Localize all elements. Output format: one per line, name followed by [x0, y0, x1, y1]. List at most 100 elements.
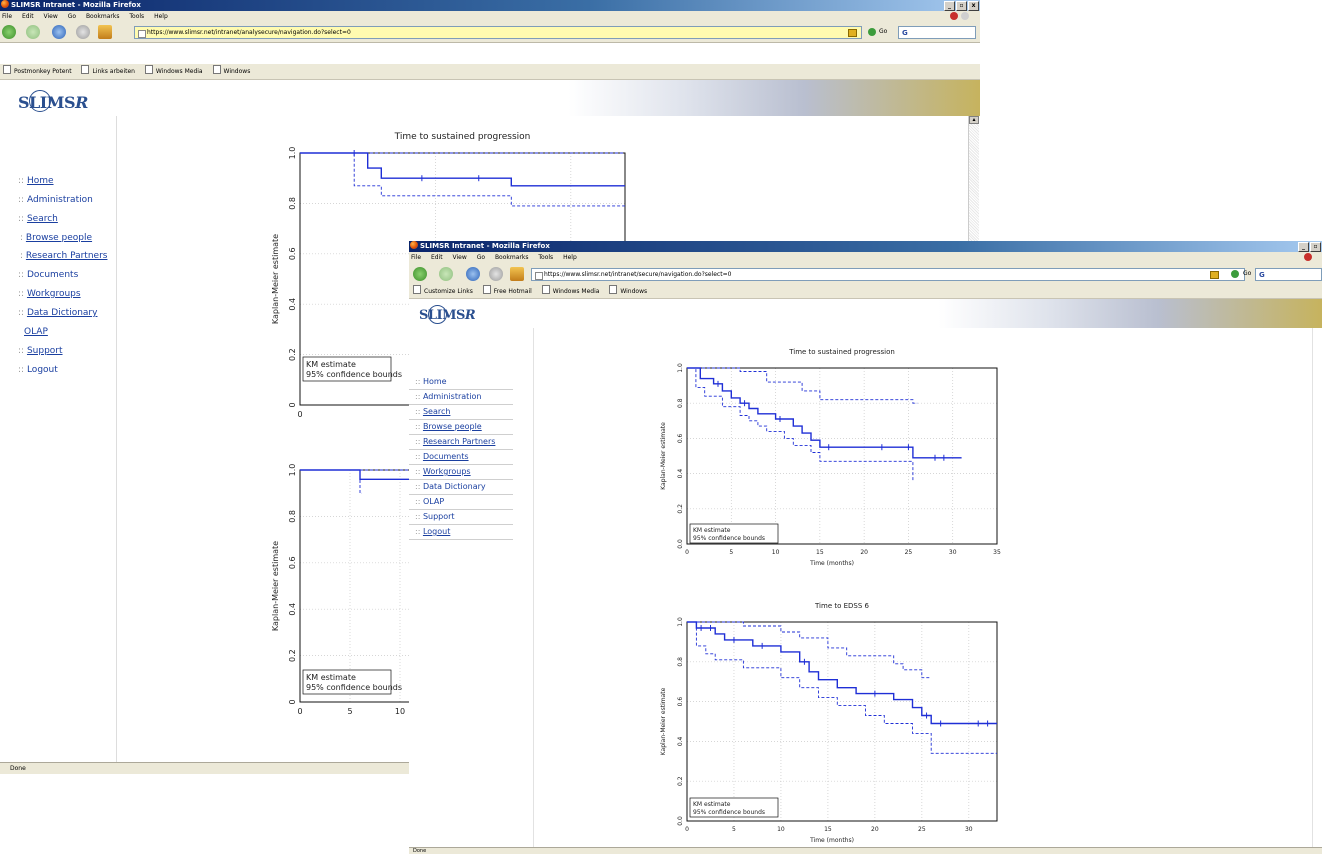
- nav-logout[interactable]: :: Logout: [415, 527, 451, 536]
- nav-administration[interactable]: :: Administration: [18, 195, 93, 205]
- nav-search[interactable]: :: Search: [18, 214, 58, 224]
- bookmark-item[interactable]: Windows Media: [145, 68, 203, 75]
- chart-title: Time to sustained progression: [788, 348, 895, 356]
- go-icon[interactable]: [1231, 270, 1239, 278]
- maximize-button[interactable]: ▫: [1310, 242, 1321, 252]
- nav-browse-people[interactable]: :: Browse people: [415, 422, 482, 431]
- nav-logout[interactable]: :: Logout: [18, 365, 58, 375]
- nav-browse-people[interactable]: : Browse people: [20, 233, 93, 243]
- go-label[interactable]: Go: [1243, 270, 1252, 277]
- nav-support[interactable]: :: Support: [18, 346, 63, 356]
- bookmark-item[interactable]: Customize Links: [413, 288, 473, 295]
- nav-workgroups[interactable]: :: Workgroups: [18, 289, 81, 299]
- x-tick-label: 0: [685, 549, 689, 556]
- scroll-up-arrow[interactable]: ▴: [969, 116, 979, 124]
- front-search-box[interactable]: G: [1255, 268, 1322, 281]
- nav-olap[interactable]: :: OLAP: [415, 497, 445, 506]
- forward-arrow-icon[interactable]: [26, 25, 40, 39]
- lower-confidence-line: [300, 152, 625, 207]
- menu-edit[interactable]: Edit: [21, 13, 34, 20]
- slimsr-logo[interactable]: SLIMSR: [419, 305, 476, 324]
- y-tick-label: 0.4: [288, 603, 297, 616]
- front-title-bar[interactable]: SLIMSR Intranet - Mozilla Firefox _ ▫: [409, 241, 1322, 252]
- nav-research-partners[interactable]: : Research Partners: [20, 251, 108, 261]
- bookmark-item[interactable]: Free Hotmail: [483, 288, 532, 295]
- status-text: Done: [10, 765, 26, 772]
- stop-loading-icon[interactable]: [76, 25, 90, 39]
- nav-research-partners[interactable]: :: Research Partners: [415, 437, 496, 446]
- menu-tools[interactable]: Tools: [129, 13, 145, 20]
- reload-icon[interactable]: [466, 267, 480, 281]
- back-search-box[interactable]: G: [898, 26, 976, 39]
- back-side-nav: [0, 116, 117, 764]
- nav-olap[interactable]: OLAP: [24, 327, 48, 337]
- menu-file[interactable]: File: [411, 254, 422, 261]
- menu-view[interactable]: View: [452, 254, 467, 261]
- y-tick-label: 0.8: [677, 398, 684, 408]
- menu-bookmarks[interactable]: Bookmarks: [494, 254, 529, 261]
- front-side-nav: [409, 328, 513, 842]
- bookmark-item[interactable]: Links arbeiten: [81, 68, 134, 75]
- back-arrow-icon[interactable]: [2, 25, 16, 39]
- nav-workgroups[interactable]: :: Workgroups: [415, 467, 471, 476]
- x-tick-label: 5: [729, 549, 733, 556]
- menu-view[interactable]: View: [43, 13, 58, 20]
- legend-entry: KM estimate: [306, 673, 356, 682]
- front-bookmarks-bar: Customize Links Free Hotmail Windows Med…: [409, 285, 1322, 299]
- nav-home[interactable]: :: Home: [18, 176, 54, 186]
- y-tick-label: 0.6: [677, 697, 684, 707]
- close-button[interactable]: x: [968, 1, 979, 11]
- nav-documents[interactable]: :: Documents: [415, 452, 469, 461]
- bookmark-item[interactable]: Postmonkey Potent: [3, 68, 72, 75]
- menu-help[interactable]: Help: [563, 254, 577, 261]
- nav-data-dictionary[interactable]: :: Data Dictionary: [415, 482, 486, 491]
- bookmark-item[interactable]: Windows Media: [542, 288, 600, 295]
- stop-loading-icon[interactable]: [489, 267, 503, 281]
- y-tick-label: 0.2: [677, 504, 684, 514]
- forward-arrow-icon[interactable]: [439, 267, 453, 281]
- back-title-bar[interactable]: SLIMSR Intranet - Mozilla Firefox _ ▫ x: [0, 0, 980, 11]
- x-tick-label: 10: [777, 826, 785, 833]
- nav-administration[interactable]: :: Administration: [415, 392, 482, 401]
- menu-bookmarks[interactable]: Bookmarks: [85, 13, 120, 20]
- go-icon[interactable]: [868, 28, 876, 36]
- nav-search[interactable]: :: Search: [415, 407, 451, 416]
- stop-icon[interactable]: [1304, 253, 1312, 261]
- back-arrow-icon[interactable]: [413, 267, 427, 281]
- reload-icon[interactable]: [52, 25, 66, 39]
- nav-support[interactable]: :: Support: [415, 512, 455, 521]
- status-text: Done: [413, 848, 427, 854]
- nav-data-dictionary[interactable]: :: Data Dictionary: [18, 308, 98, 318]
- y-axis-label: Kaplan-Meier estimate: [660, 687, 667, 755]
- menu-go[interactable]: Go: [67, 13, 77, 20]
- x-tick-label: 30: [965, 826, 973, 833]
- bookmark-item[interactable]: Windows: [213, 68, 251, 75]
- front-url-bar[interactable]: https://www.slimsr.net/intranet/secure/n…: [531, 268, 1245, 281]
- menu-help[interactable]: Help: [154, 13, 168, 20]
- upper-confidence-line: [687, 621, 932, 679]
- y-tick-label: 1.0: [677, 617, 684, 627]
- minimize-button[interactable]: _: [1298, 242, 1309, 252]
- nav-divider: [409, 389, 513, 390]
- menu-tools[interactable]: Tools: [538, 254, 554, 261]
- menu-go[interactable]: Go: [476, 254, 486, 261]
- bookmark-item[interactable]: Windows: [609, 288, 647, 295]
- stop-icon[interactable]: [950, 12, 958, 20]
- minimize-button[interactable]: _: [944, 1, 955, 11]
- nav-home[interactable]: :: Home: [415, 377, 447, 386]
- x-tick-label: 30: [949, 549, 957, 556]
- slimsr-logo[interactable]: SLIMSR: [18, 90, 88, 112]
- maximize-button[interactable]: ▫: [956, 1, 967, 11]
- y-axis-label: Kaplan-Meier estimate: [271, 541, 280, 631]
- nav-documents[interactable]: :: Documents: [18, 270, 79, 280]
- legend-entry: 95% confidence bounds: [306, 683, 402, 692]
- front-status-bar: Done: [409, 847, 1322, 854]
- go-label[interactable]: Go: [879, 28, 888, 35]
- menu-file[interactable]: File: [2, 13, 13, 20]
- home-icon[interactable]: [98, 25, 112, 39]
- back-url-bar[interactable]: https://www.slimsr.net/intranet/analysec…: [134, 26, 862, 39]
- back-window-title: SLIMSR Intranet - Mozilla Firefox: [11, 1, 141, 9]
- home-icon[interactable]: [510, 267, 524, 281]
- menu-edit[interactable]: Edit: [430, 254, 443, 261]
- x-tick-label: 0: [297, 707, 302, 716]
